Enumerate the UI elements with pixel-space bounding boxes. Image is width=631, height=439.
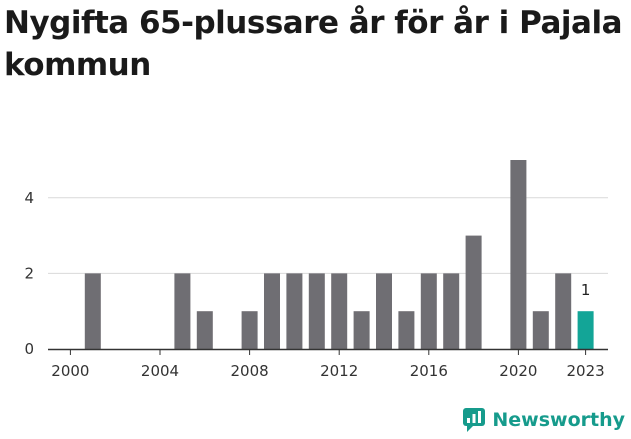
bar (465, 235, 482, 349)
bar (353, 311, 370, 349)
bar (555, 273, 572, 349)
x-tick-label: 2004 (141, 362, 179, 380)
bar (398, 311, 415, 349)
bar (196, 311, 213, 349)
bar (420, 273, 437, 349)
bar (443, 273, 460, 349)
bar (174, 273, 191, 349)
bar (510, 160, 527, 349)
x-tick-label: 2023 (567, 362, 605, 380)
data-label: 1 (581, 281, 591, 299)
x-tick-label: 2000 (51, 362, 89, 380)
newsworthy-logo-icon (463, 408, 486, 432)
bar (84, 273, 101, 349)
bar (264, 273, 280, 349)
bar (532, 311, 549, 349)
newsworthy-logo: Newsworthy (462, 407, 625, 433)
y-tick-label: 0 (24, 340, 34, 358)
y-tick-label: 2 (24, 264, 34, 282)
bar (577, 311, 594, 349)
bar (376, 273, 392, 349)
chart-title: Nygifta 65-plussare år för år i Pajala k… (4, 5, 622, 83)
x-tick-label: 2016 (410, 362, 448, 380)
x-tick-label: 2012 (320, 362, 358, 380)
x-tick-label: 2008 (231, 362, 269, 380)
bar (308, 273, 325, 349)
y-tick-label: 4 (24, 189, 34, 207)
x-tick-label: 2020 (499, 362, 537, 380)
bar (241, 311, 258, 349)
bar (286, 273, 303, 349)
bar (331, 273, 348, 349)
newsworthy-logo-text: Newsworthy (492, 409, 625, 431)
